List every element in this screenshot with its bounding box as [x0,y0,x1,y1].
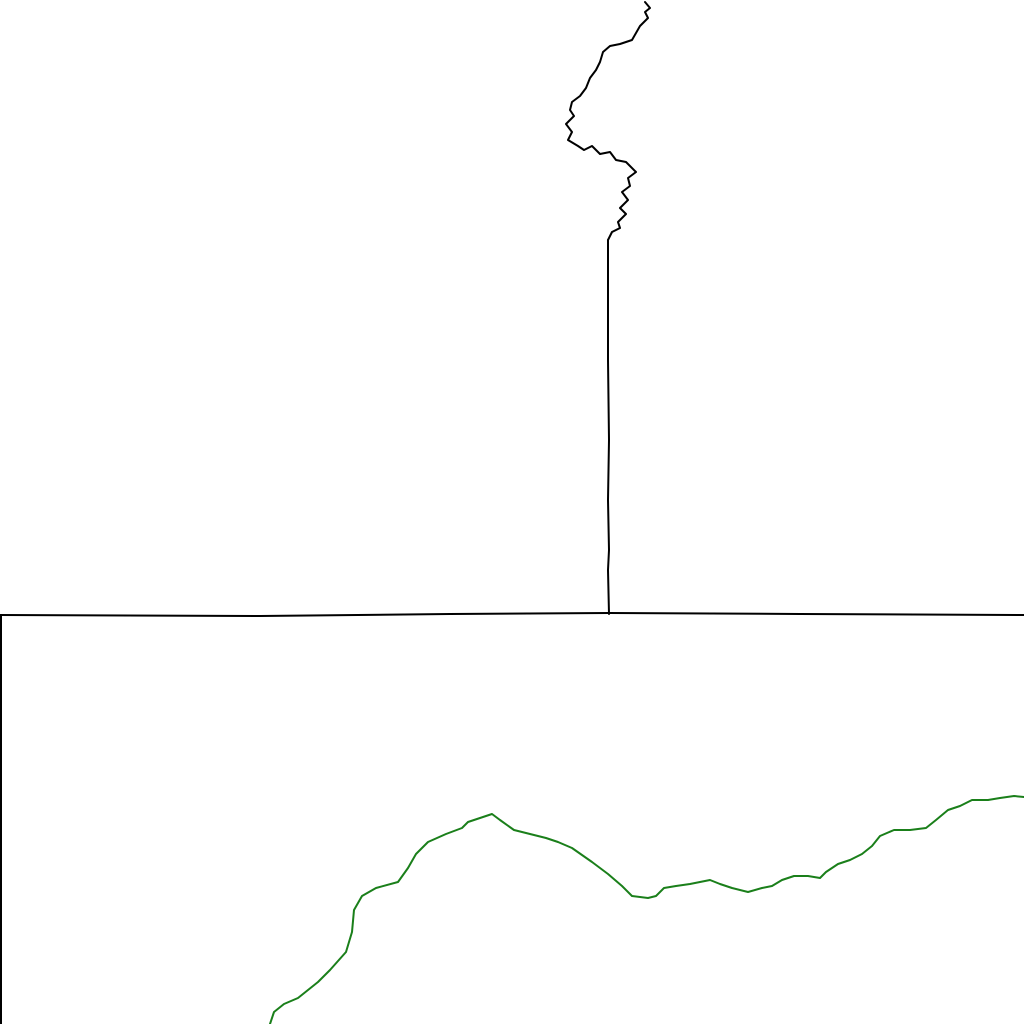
northern-border-line [565,1,651,241]
horizontal-border-line [0,612,1024,617]
vertical-border-line [607,239,610,615]
river-line [269,795,1024,1024]
